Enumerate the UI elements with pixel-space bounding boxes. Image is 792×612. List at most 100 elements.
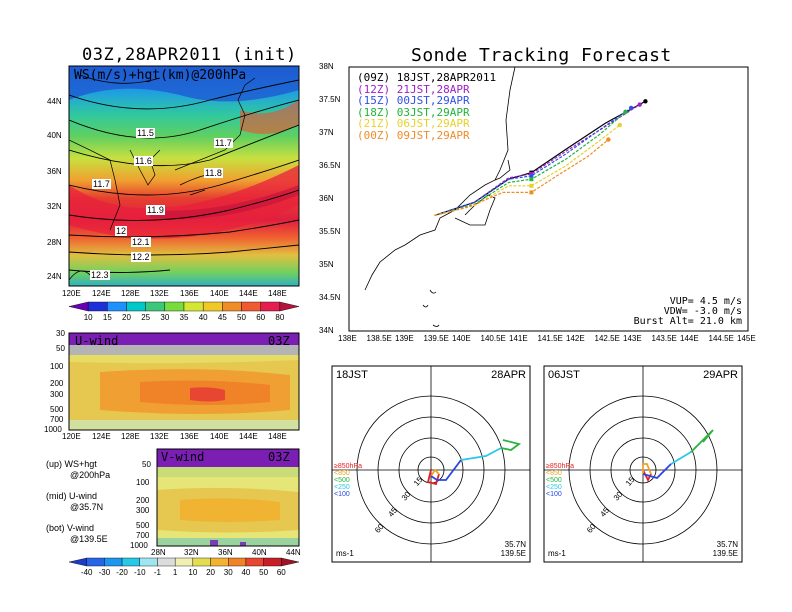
ws-colorbar-label: 25 xyxy=(141,313,150,322)
track-lon-tick: 144E xyxy=(680,334,699,343)
hodograph-level-label: ≥850hPa xyxy=(546,463,574,470)
param-burst: Burst Alt= 21.0 km xyxy=(633,316,742,327)
vwind-p-tick: 500 xyxy=(136,521,150,530)
hodograph-trace xyxy=(642,463,672,480)
wind-colorbar-label: 40 xyxy=(241,568,250,577)
track-lon-tick: 138E xyxy=(338,334,357,343)
wind-colorbar-label: -20 xyxy=(116,568,128,577)
track-burst-marker xyxy=(529,183,534,188)
vwind-p-tick: 100 xyxy=(136,478,150,487)
wind-colorbar-label: 20 xyxy=(206,568,215,577)
wind-colorbar-label: 1 xyxy=(173,568,178,577)
ws-colorbar-label: 35 xyxy=(180,313,189,322)
contour-label: 11.7 xyxy=(214,138,233,148)
hodograph-trace xyxy=(670,451,692,465)
hodograph-level-label: <500 xyxy=(334,477,350,484)
contour-label: 12 xyxy=(115,226,128,236)
wind-colorbar-label: -30 xyxy=(99,568,111,577)
map-lat-tick: 28N xyxy=(47,238,62,247)
track-lat-tick: 34.5N xyxy=(319,293,341,302)
vwind-lat-tick: 28N xyxy=(151,548,166,557)
hodograph-time: 18JST xyxy=(336,369,368,381)
wind-colorbar-label: 10 xyxy=(188,568,197,577)
hodograph-trace xyxy=(460,447,502,461)
note-bot-line1: (bot) V-wind xyxy=(46,523,95,533)
uwind-lon-tick: 136E xyxy=(180,432,199,441)
hodograph-level-label: <100 xyxy=(546,491,562,498)
hodograph-level-label: <100 xyxy=(334,491,350,498)
vwind-lat-tick: 44N xyxy=(286,548,301,557)
uwind-p-tick: 300 xyxy=(50,390,64,399)
note-mid-line1: (mid) U-wind xyxy=(46,491,98,501)
uwind-lon-tick: 148E xyxy=(268,432,287,441)
hodograph-trace xyxy=(500,439,522,451)
track-burst-marker xyxy=(529,177,534,182)
track-end-point xyxy=(643,99,648,104)
hodograph-lon: 139.5E xyxy=(501,549,526,558)
track-lines xyxy=(434,99,648,217)
track-end-point xyxy=(637,102,642,107)
track-lon-tick: 143.5E xyxy=(651,334,677,343)
track-lat-tick: 37N xyxy=(319,128,334,137)
contour-label: 12.2 xyxy=(131,252,151,262)
track-legend: (09Z) 18JST,28APR2011 (12Z) 21JST,28APR (1… xyxy=(357,72,496,141)
uwind-time: 03Z xyxy=(268,334,290,348)
track-legend-item: (09Z) 18JST,28APR2011 xyxy=(357,71,497,84)
map-lon-tick: 136E xyxy=(180,289,199,298)
track-legend-item: (21Z) 06JST,29APR xyxy=(357,117,470,130)
ws-colorbar-label: 20 xyxy=(122,313,131,322)
hodograph-level-label: <850 xyxy=(546,470,562,477)
track-legend-item: (15Z) 00JST,29APR xyxy=(357,94,470,107)
note-up: (up) WS+hgt @200hPa xyxy=(46,459,110,481)
hodograph-date: 29APR xyxy=(703,369,738,381)
track-lat-tick: 37.5N xyxy=(319,95,341,104)
wind-colorbar-label: -40 xyxy=(81,568,93,577)
hodograph-level-label: <850 xyxy=(334,470,350,477)
contour-label: 11.5 xyxy=(136,128,155,138)
track-lon-tick: 139E xyxy=(395,334,414,343)
hodograph-trace xyxy=(642,463,652,475)
vwind-lat-tick: 32N xyxy=(184,548,199,557)
track-end-point xyxy=(623,109,628,115)
map-lon-tick: 148E xyxy=(268,289,287,298)
contour-label: 11.8 xyxy=(204,168,223,178)
vwind-p-tick: 50 xyxy=(142,460,151,469)
uwind-p-tick: 200 xyxy=(50,379,64,388)
uwind-lon-tick: 144E xyxy=(239,432,258,441)
contour-label: 12.3 xyxy=(90,270,110,280)
uwind-p-tick: 100 xyxy=(50,362,64,371)
vwind-caption: V-wind xyxy=(161,450,205,464)
track-params: VUP= 4.5 m/s VDW= -3.0 m/s Burst Alt= 21… xyxy=(612,297,742,327)
wind-colorbar-label: 60 xyxy=(277,568,286,577)
map-lon-tick: 128E xyxy=(121,289,140,298)
track-end-point xyxy=(606,137,611,142)
vwind-lat-tick: 40N xyxy=(252,548,267,557)
right-title: Sonde Tracking Forecast xyxy=(411,45,672,66)
track-lon-tick: 138.5E xyxy=(366,334,392,343)
track-burst-marker xyxy=(529,190,534,195)
wind-colorbar-label: 50 xyxy=(259,568,268,577)
track-lon-tick: 143E xyxy=(623,334,642,343)
contour-label: 11.9 xyxy=(146,205,165,215)
ws-colorbar-label: 60 xyxy=(256,313,265,322)
track-lon-tick: 140E xyxy=(452,334,471,343)
track-lon-tick: 142.5E xyxy=(594,334,620,343)
vwind-p-tick: 1000 xyxy=(130,541,148,550)
contour-label: 12.1 xyxy=(131,237,151,247)
track-lat-tick: 36N xyxy=(319,194,334,203)
track-lon-tick: 144.5E xyxy=(708,334,734,343)
uwind-p-tick: 1000 xyxy=(44,425,62,434)
uwind-p-tick: 700 xyxy=(50,415,64,424)
note-up-line1: (up) WS+hgt xyxy=(46,459,97,469)
vwind-lat-tick: 36N xyxy=(218,548,233,557)
contour-label: 11.6 xyxy=(134,156,153,166)
hodograph-units: ms-1 xyxy=(336,549,354,558)
hodograph-time: 06JST xyxy=(548,369,580,381)
track-legend-item: (12Z) 21JST,28APR xyxy=(357,82,470,96)
track-coastline xyxy=(364,66,516,327)
